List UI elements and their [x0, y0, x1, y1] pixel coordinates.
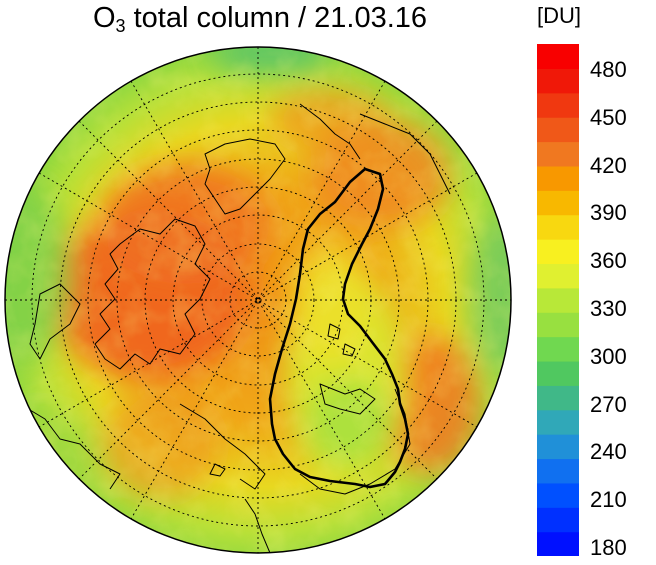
ozone-field: [5, 47, 511, 553]
colorbar-tick-label: 480: [590, 57, 627, 82]
colorbar-band: [537, 336, 579, 362]
colorbar-tick-label: 180: [590, 535, 627, 560]
colorbar-band: [537, 482, 579, 508]
colorbar-band: [537, 92, 579, 118]
colorbar-band: [537, 458, 579, 484]
colorbar-band: [537, 165, 579, 191]
colorbar-band: [537, 117, 579, 143]
colorbar-band: [537, 434, 579, 460]
colorbar-band: [537, 44, 579, 69]
map-title: O3 total column / 21.03.16: [92, 2, 428, 36]
colorbar-band: [537, 190, 579, 216]
colorbar-band: [537, 360, 579, 386]
colorbar-band: [537, 68, 579, 94]
colorbar: [537, 44, 579, 556]
colorbar-tick-label: 390: [590, 200, 627, 226]
colorbar-band: [537, 531, 579, 556]
colorbar-band: [537, 507, 579, 533]
colorbar-band: [537, 409, 579, 435]
colorbar-tick-label: 240: [590, 439, 627, 465]
colorbar-band: [537, 385, 579, 411]
colorbar-tick-label: 360: [590, 248, 627, 274]
colorbar-band: [537, 239, 579, 265]
vortex-contour: [268, 167, 410, 489]
colorbar-band: [537, 141, 579, 167]
colorbar-tick-label: 210: [590, 487, 627, 513]
ozone-map: [4, 46, 512, 554]
colorbar-unit-label: [DU]: [537, 3, 581, 28]
colorbar-band: [537, 287, 579, 313]
colorbar-band: [537, 312, 579, 338]
graticule: [5, 47, 511, 553]
colorbar-tick-label: 450: [590, 104, 627, 130]
colorbar-tick-label: 270: [590, 391, 627, 417]
colorbar-tick-label: 300: [590, 343, 627, 369]
colorbar-band: [537, 263, 579, 289]
colorbar-tick-label: 330: [590, 296, 627, 321]
map-border: [4, 46, 512, 554]
colorbar-band: [537, 214, 579, 240]
colorbar-tick-label: 420: [590, 152, 627, 178]
